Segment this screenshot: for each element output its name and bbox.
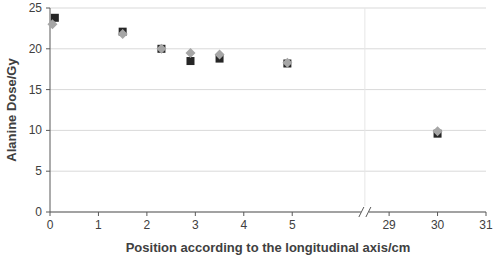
point bbox=[185, 48, 195, 58]
axis-break-gap bbox=[361, 206, 369, 218]
x-tick bbox=[195, 212, 196, 216]
y-tick-label: 5 bbox=[35, 164, 42, 178]
y-tick bbox=[46, 89, 50, 90]
x-tick-label: 5 bbox=[289, 218, 296, 232]
x-tick bbox=[243, 212, 244, 216]
series bbox=[51, 14, 442, 138]
x-tick-label: 0 bbox=[47, 218, 54, 232]
x-tick-label: 31 bbox=[479, 218, 493, 232]
y-tick bbox=[46, 171, 50, 172]
point bbox=[156, 44, 166, 54]
point bbox=[433, 126, 443, 136]
x-tick bbox=[437, 212, 438, 216]
x-tick bbox=[292, 212, 293, 216]
x-tick-label: 3 bbox=[192, 218, 199, 232]
x-tick bbox=[146, 212, 147, 216]
point bbox=[186, 57, 194, 65]
x-tick bbox=[389, 212, 390, 216]
point bbox=[282, 58, 292, 68]
point bbox=[118, 29, 128, 39]
grid-line bbox=[50, 130, 486, 131]
grid-line bbox=[50, 8, 486, 9]
axis-break bbox=[366, 207, 371, 217]
break-line bbox=[364, 8, 365, 206]
series bbox=[47, 19, 442, 136]
point bbox=[215, 50, 225, 60]
y-tick-label: 0 bbox=[35, 205, 42, 219]
grid-line bbox=[50, 48, 486, 49]
grid-line bbox=[50, 171, 486, 172]
y-axis-title: Alanine Dose/Gy bbox=[4, 58, 19, 162]
y-axis bbox=[50, 8, 51, 212]
y-tick-label: 10 bbox=[29, 123, 43, 137]
y-tick bbox=[46, 212, 50, 213]
y-tick bbox=[46, 48, 50, 49]
y-tick bbox=[46, 130, 50, 131]
point bbox=[47, 19, 57, 29]
x-tick-label: 1 bbox=[95, 218, 102, 232]
grid bbox=[50, 8, 486, 212]
x-tick-label: 4 bbox=[240, 218, 247, 232]
grid-line bbox=[50, 212, 486, 213]
point bbox=[157, 45, 165, 53]
y-tick bbox=[46, 8, 50, 9]
x-tick bbox=[98, 212, 99, 216]
x-tick-label: 29 bbox=[382, 218, 396, 232]
y-tick-label: 20 bbox=[29, 42, 43, 56]
points bbox=[47, 14, 442, 138]
x-tick bbox=[486, 212, 487, 216]
x-axis bbox=[50, 212, 486, 213]
x-tick-label: 2 bbox=[144, 218, 151, 232]
x-tick bbox=[50, 212, 51, 216]
grid-line bbox=[50, 89, 486, 90]
y-tick-label: 15 bbox=[29, 83, 43, 97]
y-tick-label: 25 bbox=[29, 1, 43, 15]
chart-container: 0 5 10 15 20 25 0 1 2 3 4 5 29 30 31 Position according… bbox=[0, 0, 500, 261]
x-axis-title: Position according to the longitudinal a… bbox=[126, 240, 411, 255]
x-tick-label: 30 bbox=[431, 218, 445, 232]
axis-break bbox=[359, 207, 364, 217]
chart-svg: 0 5 10 15 20 25 0 1 2 3 4 5 29 30 31 Position according… bbox=[0, 0, 500, 261]
